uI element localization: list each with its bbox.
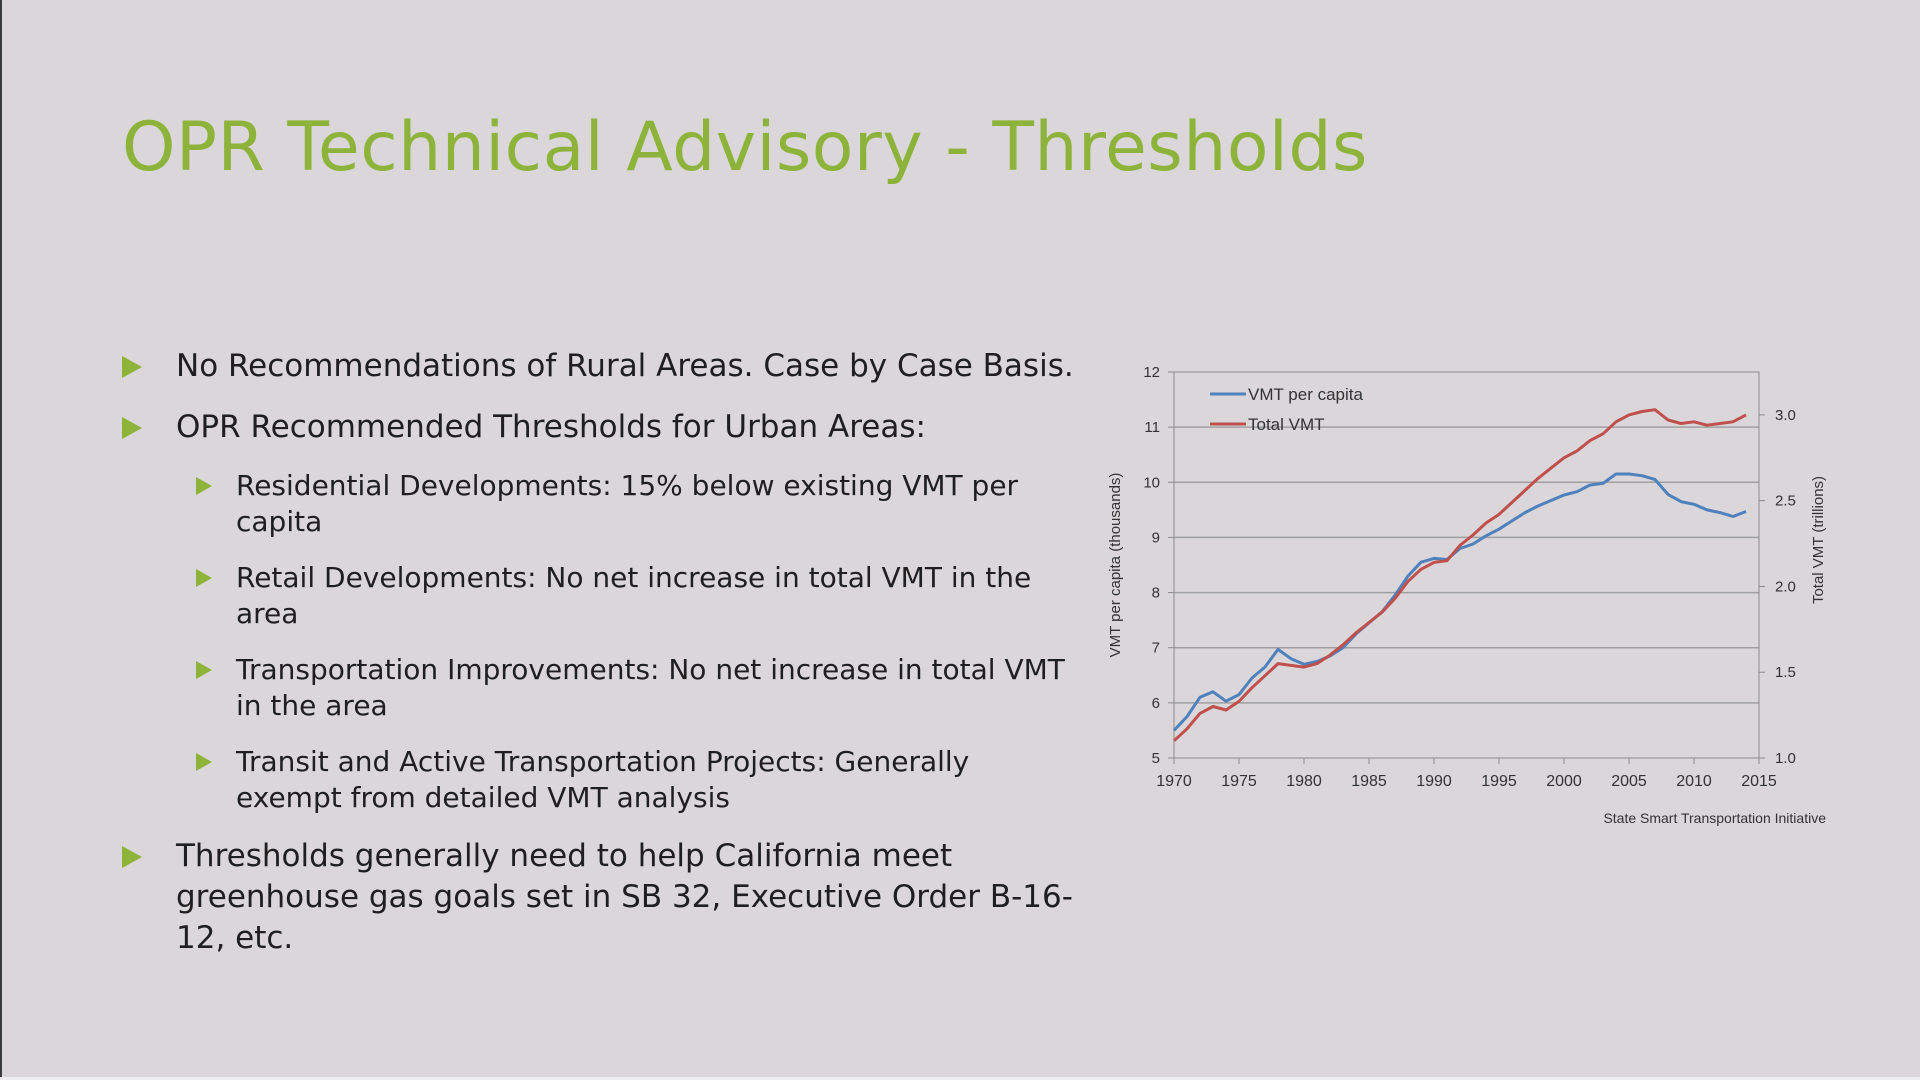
y2-tick-label: 1.5: [1775, 664, 1796, 681]
series-lines: [1172, 408, 1747, 742]
bullet-rural: No Recommendations of Rural Areas. Case …: [122, 346, 1082, 387]
y-axis-label: VMT per capita (thousands): [1107, 473, 1124, 658]
bullet-california: Thresholds generally need to help Califo…: [122, 836, 1082, 959]
y2-tick-label: 1.0: [1775, 750, 1796, 767]
y-tick-label: 10: [1143, 474, 1160, 491]
subbullet-retail: Retail Developments: No net increase in …: [122, 560, 1082, 632]
x-tick-label: 2010: [1676, 773, 1712, 790]
window-bottom-border: [0, 1077, 1920, 1080]
x-tick-label: 1980: [1286, 773, 1322, 790]
legend-label: Total VMT: [1248, 415, 1325, 434]
vmt-line-chart: 1970 1975 1980 1985 1990 1995 2000 2005 2010 2015…: [1090, 350, 1850, 840]
x-tick-label: 1990: [1416, 773, 1452, 790]
window-left-border: [0, 0, 2, 1080]
x-tick-label: 1975: [1221, 773, 1257, 790]
series-line-vmt-per-capita: [1172, 472, 1747, 732]
plot-area-border: [1173, 371, 1760, 759]
triangle-right-icon: [196, 569, 212, 587]
bullet-urban: OPR Recommended Thresholds for Urban Are…: [122, 407, 1082, 448]
y-tick-label: 5: [1152, 750, 1160, 767]
y-tick-label: 7: [1152, 640, 1160, 657]
subbullet-residential: Residential Developments: 15% below exis…: [122, 468, 1082, 540]
bullet-text: Thresholds generally need to help Califo…: [176, 838, 1073, 956]
triangle-right-icon: [122, 417, 142, 439]
y-tick-label: 9: [1152, 529, 1160, 546]
y2-tick-label: 2.0: [1775, 578, 1796, 595]
bullet-text: Transportation Improvements: No net incr…: [236, 653, 1065, 722]
y2-axis-label: Total VMT (trillions): [1810, 476, 1827, 604]
x-axis-ticks: 1970 1975 1980 1985 1990 1995 2000 2005 2010 2015: [1156, 758, 1777, 790]
y2-tick-label: 2.5: [1775, 493, 1796, 510]
bullet-list: No Recommendations of Rural Areas. Case …: [122, 346, 1082, 979]
chart-grid: [1174, 426, 1759, 704]
y-axis-ticks: 5 6 7 8 9 10 11 12: [1143, 364, 1174, 767]
x-tick-label: 2005: [1611, 773, 1647, 790]
x-tick-label: 1985: [1351, 773, 1387, 790]
y-tick-label: 12: [1143, 364, 1160, 381]
y-tick-label: 8: [1152, 585, 1160, 602]
series-line-total-vmt: [1172, 408, 1747, 742]
y-tick-label: 11: [1144, 419, 1160, 436]
y2-axis-ticks: 1.0 1.5 2.0 2.5 3.0: [1759, 407, 1796, 767]
bullet-text: Residential Developments: 15% below exis…: [236, 469, 1019, 538]
chart-legend: VMT per capita Total VMT: [1210, 385, 1364, 434]
bullet-text: OPR Recommended Thresholds for Urban Are…: [176, 409, 926, 445]
legend-label: VMT per capita: [1248, 385, 1364, 404]
triangle-right-icon: [122, 356, 142, 378]
x-tick-label: 2015: [1741, 773, 1777, 790]
subbullet-transit: Transit and Active Transportation Projec…: [122, 744, 1082, 816]
subbullet-transportation: Transportation Improvements: No net incr…: [122, 652, 1082, 724]
bullet-text: Retail Developments: No net increase in …: [236, 561, 1032, 630]
x-tick-label: 2000: [1546, 773, 1582, 790]
y-tick-label: 6: [1152, 695, 1160, 712]
bullet-text: No Recommendations of Rural Areas. Case …: [176, 348, 1074, 384]
chart-source: State Smart Transportation Initiative: [1603, 810, 1826, 826]
triangle-right-icon: [196, 753, 212, 771]
triangle-right-icon: [122, 846, 142, 868]
chart-svg: 1970 1975 1980 1985 1990 1995 2000 2005 2010 2015…: [1107, 364, 1827, 826]
x-tick-label: 1995: [1481, 773, 1517, 790]
slide-title: OPR Technical Advisory - Thresholds: [122, 108, 1368, 187]
bullet-text: Transit and Active Transportation Projec…: [236, 745, 970, 814]
triangle-right-icon: [196, 477, 212, 495]
x-tick-label: 1970: [1156, 773, 1192, 790]
triangle-right-icon: [196, 661, 212, 679]
y2-tick-label: 3.0: [1775, 407, 1796, 424]
